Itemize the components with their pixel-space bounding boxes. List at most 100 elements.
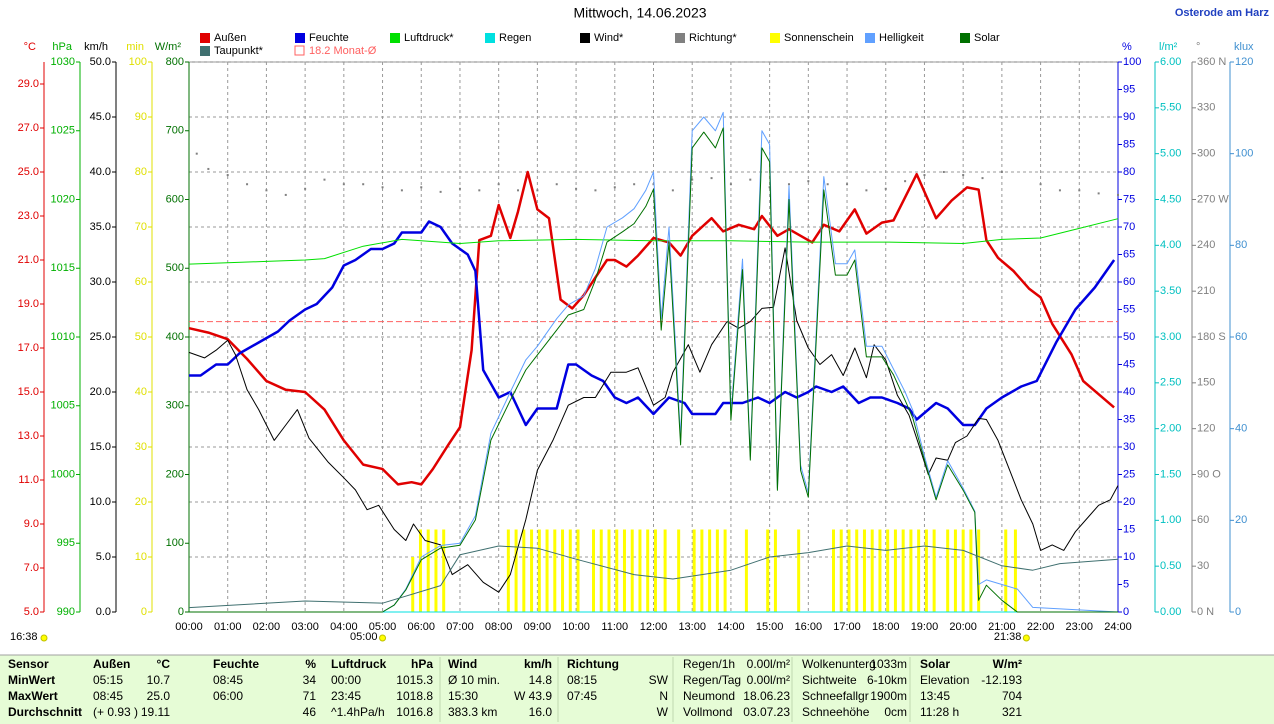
direction-dot [284, 193, 287, 196]
y-tick-label: 17.0 [18, 342, 39, 354]
table-cell: 15:30 [448, 689, 478, 703]
y-tick-label: 1015 [51, 262, 75, 274]
table-cell: 14.8 [529, 673, 553, 687]
legend-label: Luftdruck* [404, 32, 454, 44]
table-cell: 11:28 h [920, 705, 959, 719]
table-cell: 1015.3 [396, 673, 433, 687]
direction-dot [1039, 183, 1042, 186]
y-tick-label: 40.0 [90, 166, 111, 178]
y-tick-label: 0 [178, 606, 184, 618]
y-tick-label: 29.0 [18, 78, 39, 90]
table-header: Regen/1h [683, 657, 735, 671]
y-tick-label: 90 [1123, 111, 1135, 123]
y-tick-label: 50 [135, 331, 147, 343]
direction-dot [884, 187, 887, 190]
sun-icon [40, 634, 48, 642]
table-cell: 00:00 [331, 673, 361, 687]
y-tick-label: 995 [57, 537, 75, 549]
table-header: 1033m [870, 657, 907, 671]
y-tick-label: 4.50 [1160, 193, 1181, 205]
direction-dot [962, 174, 965, 177]
y-tick-label: 200 [166, 468, 184, 480]
axis-label: min [126, 41, 144, 53]
y-tick-label: 1010 [51, 331, 75, 343]
y-tick-label: 5 [1123, 578, 1129, 590]
y-tick-label: 100 [1123, 56, 1141, 68]
sunshine-bar [909, 529, 913, 612]
y-tick-label: 270 W [1197, 193, 1229, 205]
y-tick-label: 45.0 [90, 111, 111, 123]
y-tick-label: 1030 [51, 56, 75, 68]
direction-dot [671, 189, 674, 192]
direction-dot [652, 183, 655, 186]
x-tick-label: 14:00 [717, 621, 745, 633]
x-tick-label: 05:00 [369, 621, 397, 633]
direction-dot [633, 183, 636, 186]
sunshine-bar [886, 529, 890, 612]
x-tick-label: 11:00 [601, 621, 628, 633]
direction-dot [1058, 189, 1061, 192]
legend-label: Außen [214, 32, 246, 44]
sun-icon [379, 634, 387, 642]
direction-dot [420, 186, 423, 189]
table-cell: 6-10km [867, 673, 907, 687]
sunshine-bar [561, 529, 565, 612]
y-tick-label: 0 [1235, 606, 1241, 618]
y-tick-label: 10.0 [90, 496, 111, 508]
direction-dot [575, 187, 578, 190]
table-header: Außen [93, 657, 130, 671]
table-cell: 18.06.23 [743, 689, 790, 703]
direction-dot [787, 183, 790, 186]
x-tick-label: 03:00 [291, 621, 319, 633]
axis-label: km/h [84, 41, 108, 53]
series-line [189, 220, 1116, 427]
y-tick-label: 2.50 [1160, 377, 1181, 389]
direction-dot [594, 189, 597, 192]
y-tick-label: 100 [1235, 148, 1253, 160]
direction-dot [691, 178, 694, 181]
sunshine-bar [545, 529, 549, 612]
y-tick-label: 25.0 [90, 331, 111, 343]
y-tick-label: 30 [1197, 560, 1209, 572]
y-tick-label: 5.0 [24, 606, 39, 618]
table-cell: 321 [1002, 705, 1022, 719]
y-tick-label: 1000 [51, 468, 75, 480]
legend-swatch [390, 33, 400, 43]
legend-swatch [865, 33, 875, 43]
y-tick-label: 5.00 [1160, 148, 1181, 160]
y-tick-label: 600 [166, 193, 184, 205]
y-tick-label: 300 [1197, 148, 1215, 160]
sunshine-bar [708, 529, 712, 612]
y-tick-label: 25.0 [18, 166, 39, 178]
sunshine-bar [839, 529, 843, 612]
y-tick-label: 35 [1123, 413, 1135, 425]
table-cell: 19.11 [141, 705, 170, 719]
sunshine-bar [831, 529, 835, 612]
direction-dot [1097, 192, 1100, 195]
y-tick-label: 150 [1197, 377, 1215, 389]
y-tick-label: 0 [1123, 606, 1129, 618]
y-tick-label: 3.00 [1160, 331, 1181, 343]
y-tick-label: 20 [1123, 496, 1135, 508]
table-cell: 05:15 [93, 673, 123, 687]
y-tick-label: 27.0 [18, 122, 39, 134]
y-tick-label: 23.0 [18, 210, 39, 222]
y-tick-label: 30.0 [90, 276, 111, 288]
y-tick-label: 5.0 [96, 551, 111, 563]
table-header: km/h [524, 657, 552, 671]
y-tick-label: 120 [1197, 423, 1215, 435]
legend-swatch [200, 33, 210, 43]
y-tick-label: 19.0 [18, 298, 39, 310]
axis-label: klux [1234, 41, 1254, 53]
table-cell: W 43.9 [514, 689, 552, 703]
table-cell: ^1.4hPa/h [331, 705, 385, 719]
table-cell: 07:45 [567, 689, 597, 703]
table-cell: 08:15 [567, 673, 597, 687]
y-tick-label: 1005 [51, 400, 75, 412]
table-cell: MaxWert [8, 689, 58, 703]
direction-dot [865, 189, 868, 192]
legend-label: Regen [499, 32, 531, 44]
y-tick-label: 40 [1123, 386, 1135, 398]
y-tick-label: 1020 [51, 193, 75, 205]
y-tick-label: 70 [1123, 221, 1135, 233]
